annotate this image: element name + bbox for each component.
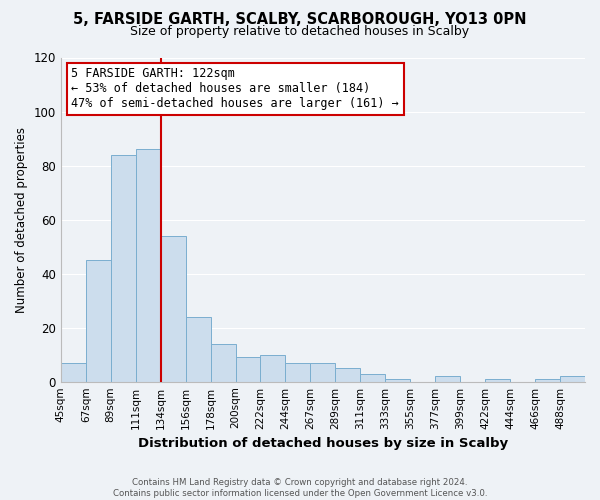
Bar — [236, 358, 260, 382]
Bar — [111, 155, 136, 382]
X-axis label: Distribution of detached houses by size in Scalby: Distribution of detached houses by size … — [138, 437, 508, 450]
Text: 5, FARSIDE GARTH, SCALBY, SCARBOROUGH, YO13 0PN: 5, FARSIDE GARTH, SCALBY, SCARBOROUGH, Y… — [73, 12, 527, 28]
Bar — [61, 363, 86, 382]
Bar — [86, 260, 111, 382]
Text: 5 FARSIDE GARTH: 122sqm
← 53% of detached houses are smaller (184)
47% of semi-d: 5 FARSIDE GARTH: 122sqm ← 53% of detache… — [71, 67, 399, 110]
Y-axis label: Number of detached properties: Number of detached properties — [15, 126, 28, 312]
Bar — [286, 363, 310, 382]
Bar — [560, 376, 585, 382]
Text: Contains HM Land Registry data © Crown copyright and database right 2024.
Contai: Contains HM Land Registry data © Crown c… — [113, 478, 487, 498]
Bar — [485, 379, 510, 382]
Bar — [385, 379, 410, 382]
Bar — [185, 317, 211, 382]
Bar — [435, 376, 460, 382]
Bar — [260, 354, 286, 382]
Text: Size of property relative to detached houses in Scalby: Size of property relative to detached ho… — [130, 25, 470, 38]
Bar — [161, 236, 185, 382]
Bar — [335, 368, 361, 382]
Bar — [535, 379, 560, 382]
Bar — [136, 150, 161, 382]
Bar — [211, 344, 236, 382]
Bar — [310, 363, 335, 382]
Bar — [361, 374, 385, 382]
